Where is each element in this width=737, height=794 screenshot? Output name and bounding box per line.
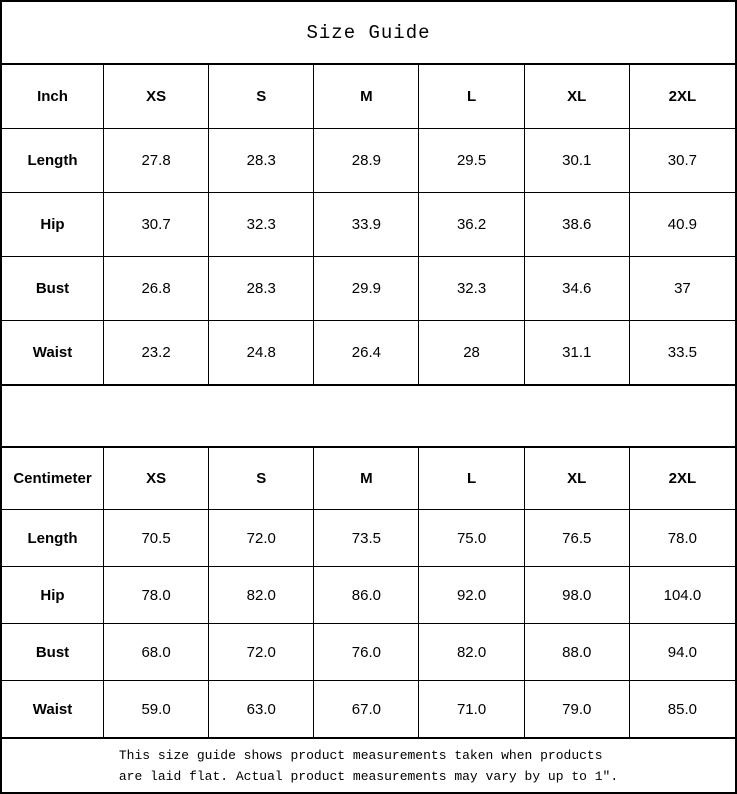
measurement-value-cell: 78.0 [104,567,210,624]
measurement-value-cell: 92.0 [419,567,525,624]
measurement-value-cell: 72.0 [209,510,315,567]
size-column-header: 2XL [629,448,735,510]
measurement-value-cell: 28.3 [209,257,315,321]
measurement-value-cell: 76.5 [524,510,630,567]
measurement-row-label: Waist [2,681,104,738]
measurement-value-cell: 34.6 [524,257,630,321]
measurement-value-cell: 68.0 [104,624,210,681]
measurement-value-cell: 82.0 [209,567,315,624]
measurement-value-cell: 72.0 [209,624,315,681]
measurement-value-cell: 32.3 [209,193,315,257]
measurement-row-label: Hip [2,567,104,624]
measurement-row-label: Waist [2,321,104,385]
size-column-header: L [419,65,525,129]
measurement-value-cell: 24.8 [209,321,315,385]
unit-header: Inch [2,65,104,129]
spacer-row [2,385,735,448]
inch-table: Inch XS S M L XL 2XL Length 27.8 28.3 28… [2,65,735,385]
size-column-header: 2XL [629,65,735,129]
measurement-value-cell: 28 [419,321,525,385]
measurement-row-label: Bust [2,624,104,681]
measurement-value-cell: 86.0 [314,567,420,624]
page-title: Size Guide [2,2,735,65]
measurement-value-cell: 38.6 [524,193,630,257]
measurement-value-cell: 71.0 [419,681,525,738]
size-column-header: XS [104,65,210,129]
size-column-header: L [419,448,525,510]
measurement-value-cell: 73.5 [314,510,420,567]
measurement-row-label: Bust [2,257,104,321]
measurement-value-cell: 67.0 [314,681,420,738]
measurement-value-cell: 37 [629,257,735,321]
size-column-header: S [209,65,315,129]
measurement-value-cell: 27.8 [104,129,210,193]
unit-header: Centimeter [2,448,104,510]
measurement-value-cell: 63.0 [209,681,315,738]
measurement-value-cell: 59.0 [104,681,210,738]
measurement-value-cell: 94.0 [629,624,735,681]
footer-note-line2: are laid flat. Actual product measuremen… [118,768,619,784]
measurement-value-cell: 36.2 [419,193,525,257]
measurement-value-cell: 32.3 [419,257,525,321]
measurement-value-cell: 75.0 [419,510,525,567]
measurement-value-cell: 85.0 [629,681,735,738]
measurement-value-cell: 88.0 [524,624,630,681]
measurement-value-cell: 26.4 [314,321,420,385]
measurement-value-cell: 30.1 [524,129,630,193]
measurement-value-cell: 33.9 [314,193,420,257]
measurement-value-cell: 26.8 [104,257,210,321]
measurement-value-cell: 76.0 [314,624,420,681]
measurement-value-cell: 79.0 [524,681,630,738]
measurement-value-cell: 70.5 [104,510,210,567]
measurement-value-cell: 78.0 [629,510,735,567]
measurement-value-cell: 104.0 [629,567,735,624]
footer-note-text: This size guide shows product measuremen… [119,745,618,787]
measurement-value-cell: 31.1 [524,321,630,385]
size-column-header: M [314,65,420,129]
measurement-value-cell: 30.7 [104,193,210,257]
measurement-row-label: Length [2,129,104,193]
measurement-value-cell: 98.0 [524,567,630,624]
size-column-header: XS [104,448,210,510]
size-column-header: M [314,448,420,510]
measurement-value-cell: 28.9 [314,129,420,193]
size-column-header: XL [524,448,630,510]
footer-note-line1: This size guide shows product measuremen… [118,747,603,763]
measurement-row-label: Hip [2,193,104,257]
footer-note: This size guide shows product measuremen… [2,738,735,792]
measurement-value-cell: 23.2 [104,321,210,385]
measurement-value-cell: 29.5 [419,129,525,193]
measurement-value-cell: 29.9 [314,257,420,321]
measurement-value-cell: 33.5 [629,321,735,385]
measurement-value-cell: 28.3 [209,129,315,193]
measurement-value-cell: 40.9 [629,193,735,257]
measurement-row-label: Length [2,510,104,567]
size-column-header: XL [524,65,630,129]
size-column-header: S [209,448,315,510]
measurement-value-cell: 30.7 [629,129,735,193]
measurement-value-cell: 82.0 [419,624,525,681]
centimeter-table: Centimeter XS S M L XL 2XL Length 70.5 7… [2,448,735,738]
